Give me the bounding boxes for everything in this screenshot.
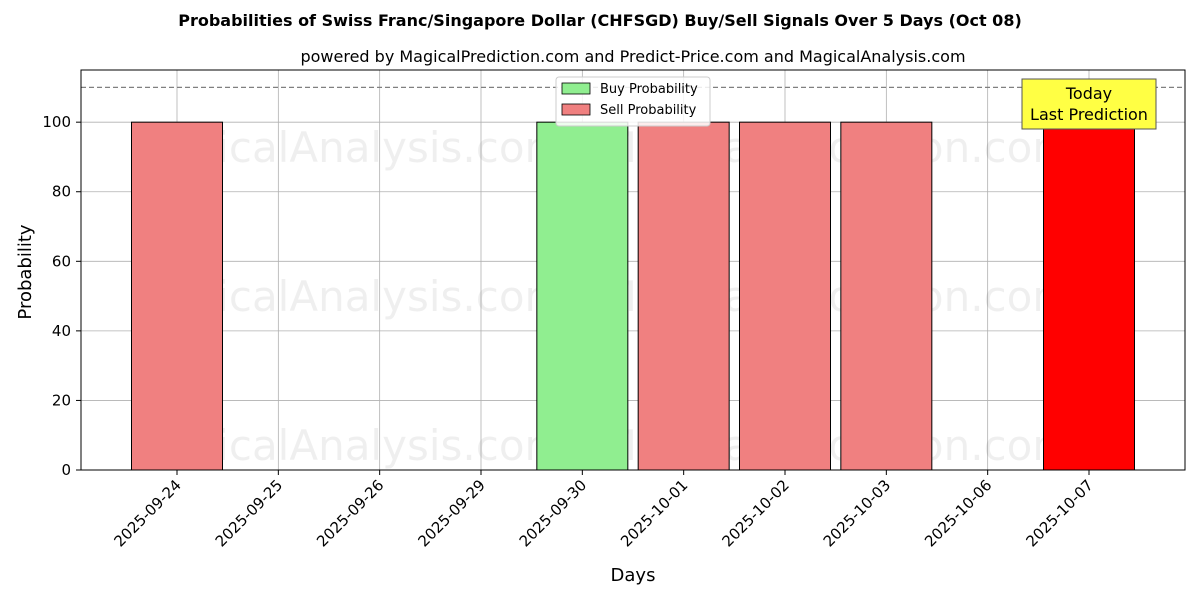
x-tick-label: 2025-10-03 [820, 476, 894, 550]
bars [131, 121, 1135, 471]
plot-frame [80, 69, 1186, 471]
y-tick-label: 20 [52, 391, 71, 409]
annotation-line-1: Today [1065, 84, 1112, 103]
x-tick-label: 2025-09-25 [212, 476, 286, 550]
x-tick-label: 2025-10-06 [921, 476, 995, 550]
x-axis: 2025-09-24 2025-09-25 2025-09-26 2025-09-29… [110, 470, 1097, 550]
y-axis-label: Probability [15, 224, 36, 319]
bar-sell [637, 121, 730, 471]
bar-buy [536, 121, 629, 471]
x-tick-label: 2025-09-30 [516, 476, 590, 550]
y-tick-label: 60 [52, 252, 71, 270]
bar-sell [840, 121, 933, 471]
legend-swatch-buy [561, 82, 591, 95]
chart-subtitle: powered by MagicalPrediction.com and Pre… [300, 47, 965, 66]
chart-title: Probabilities of Swiss Franc/Singapore D… [178, 11, 1022, 30]
annotation-line-2: Last Prediction [1030, 105, 1148, 124]
bar-sell [131, 121, 223, 471]
annotation-box [1021, 78, 1157, 130]
y-axis: 0 20 40 60 80 100 [42, 113, 81, 479]
today-annotation: Today Last Prediction [1021, 78, 1157, 130]
legend: Buy Probability Sell Probability [555, 76, 711, 127]
x-tick-label: 2025-09-24 [110, 476, 184, 550]
plot-area [81, 70, 1185, 470]
y-tick-label: 100 [42, 113, 71, 131]
x-axis-label: Days [611, 565, 656, 586]
y-tick-label: 80 [52, 183, 71, 201]
x-tick-label: 2025-09-26 [313, 476, 387, 550]
legend-label-buy: Buy Probability [600, 82, 698, 97]
x-tick-label: 2025-09-29 [414, 476, 488, 550]
y-tick-label: 40 [52, 322, 71, 340]
legend-label-sell: Sell Probability [600, 103, 697, 118]
bar-sell [1043, 121, 1135, 471]
legend-box [555, 76, 711, 127]
legend-swatch-sell [561, 103, 591, 116]
x-tick-label: 2025-10-07 [1022, 476, 1096, 550]
bar-sell [739, 121, 831, 471]
x-tick-label: 2025-10-01 [617, 476, 691, 550]
y-tick-label: 0 [61, 461, 71, 479]
x-tick-label: 2025-10-02 [718, 476, 792, 550]
